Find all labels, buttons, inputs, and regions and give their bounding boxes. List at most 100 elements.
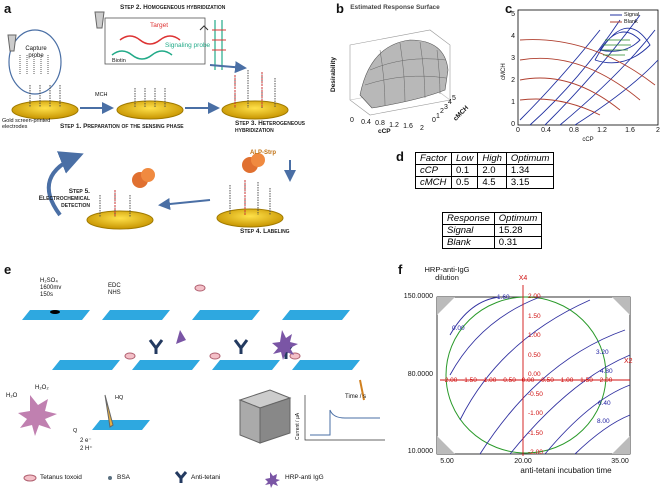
axis-label: anti-tetani incubation time — [520, 466, 612, 475]
panel-f-contours-shape — [445, 296, 607, 454]
panel-b-surface-shape — [364, 41, 447, 106]
panel-label: a — [4, 1, 12, 16]
table-cell: 15.28 — [493, 224, 543, 237]
table-cell: Signal — [442, 224, 495, 237]
panel-a-drawing-shape — [221, 100, 289, 120]
panel-a-drawing-shape — [251, 153, 265, 167]
table-row: cCP 0.1 2.0 1.34 — [415, 164, 555, 177]
table-cell: Low — [450, 152, 479, 165]
coded-y-label: 1.50 — [528, 312, 541, 320]
table-row: Blank 0.31 — [442, 236, 543, 249]
annotation: 150s — [40, 292, 54, 298]
panel-a-drawing-shape — [86, 210, 154, 230]
table-row: Signal 15.28 — [442, 224, 543, 237]
factor-table: Factor Low High Optimum cCP 0.1 2.0 1.34 cMCH 0.5… — [415, 152, 555, 189]
annotation: Signaling probe — [165, 42, 211, 49]
legend-label: HRP-anti IgG — [285, 474, 324, 481]
coded-y-label: 0.00 — [528, 371, 541, 378]
table-cell: 0.1 — [450, 164, 479, 177]
step-label: Step 3. Heterogeneous hybridization — [235, 120, 306, 135]
panel-a-drawing-shape — [104, 17, 206, 65]
legend-label: Signal — [624, 12, 640, 18]
x-tick-label: 20.00 — [514, 458, 532, 465]
panel-e-drawing-shape — [310, 409, 380, 436]
table-row: Response Optimum — [442, 212, 543, 225]
annotation: Biotin — [112, 58, 126, 64]
coded-x-label: -1.00 — [481, 377, 497, 384]
panel-a-drawing-shape — [46, 151, 84, 217]
annotation: MCH — [95, 92, 108, 98]
panel-c-contours-shape — [594, 27, 651, 64]
axis-label: cCP — [582, 137, 594, 143]
coded-x-label: 1.00 — [560, 377, 574, 384]
panel-e-drawing-shape — [22, 310, 350, 320]
panel-e-drawing-shape — [239, 399, 261, 444]
coded-y-label: -1.00 — [528, 410, 543, 417]
coded-x-label: 2.00 — [599, 377, 613, 384]
annotation: ALP-Strp — [250, 150, 276, 156]
axis-label: Current / µA — [295, 412, 301, 440]
annotation: 1600mv — [40, 285, 62, 291]
panel-a-drawing-shape — [212, 29, 226, 51]
x-tick-label: 35.00 — [611, 458, 629, 465]
x-tick-label: 1.2 — [597, 127, 607, 134]
panel-a-drawing-shape — [209, 61, 247, 74]
panel-e-drawing — [18, 284, 385, 488]
coded-y-label: -1.50 — [528, 429, 543, 437]
y-tick-label: 1 — [436, 112, 440, 120]
panel-e-drawing-shape — [148, 339, 294, 359]
panel-e-drawing-shape — [18, 395, 57, 436]
contour-label: 3.20 — [596, 349, 609, 356]
panel-e-drawing-shape — [23, 474, 37, 482]
panel-e-drawing-shape — [265, 472, 280, 488]
panel-a-drawing — [7, 11, 296, 230]
step-label: Step 1. Preparation of the sensing phase — [60, 123, 184, 130]
axis-label: cMCH — [501, 63, 507, 80]
panel-a-drawing-shape — [94, 11, 105, 29]
panel-label: d — [396, 149, 404, 164]
panel-c-contours-shape — [602, 39, 631, 56]
x-tick-label: 2 — [420, 124, 424, 132]
table-row: Factor Low High Optimum — [415, 152, 555, 165]
table-row: cMCH 0.5 4.5 3.15 — [415, 176, 555, 189]
panel-e-drawing-shape — [304, 395, 385, 441]
x-tick-label: 2 — [656, 127, 660, 134]
panel-e-drawing-shape — [174, 471, 188, 483]
legend-label: BSA — [117, 474, 131, 481]
axis-label: cCP — [378, 128, 391, 135]
panel-a-drawing-shape — [141, 168, 155, 182]
panel-c-contours-shape — [519, 14, 659, 126]
y-tick-label: 3 — [444, 103, 448, 111]
y-tick-label: 10.0000 — [407, 448, 433, 455]
y-tick-label: 0 — [432, 117, 436, 124]
x-tick-label: 0.8 — [375, 120, 385, 127]
table-cell: High — [477, 152, 507, 165]
coded-x-label: 1.50 — [580, 377, 593, 384]
x-tick-label: 1.2 — [389, 121, 399, 129]
panel-a-drawing-shape — [7, 34, 17, 52]
annotation: 2 H⁺ — [80, 446, 93, 452]
table-cell: cCP — [415, 164, 452, 177]
annotation: Capture probe — [25, 46, 47, 59]
panel-a-drawing-shape — [214, 20, 223, 70]
axis-label: HRP-anti-IgG dilution — [424, 265, 470, 283]
table-cell: 3.15 — [505, 176, 555, 189]
annotation: Gold screen-printed electrodes — [2, 118, 51, 131]
x-tick-label: 5.00 — [440, 458, 454, 465]
panel-b-surface — [349, 29, 451, 116]
chart-title: Estimated Response Surface — [350, 4, 440, 11]
y-tick-label: 2 — [440, 108, 444, 115]
panel-c-contours — [517, 9, 659, 126]
x-tick-label: 0 — [350, 117, 354, 124]
y-tick-label: 4 — [448, 99, 452, 106]
annotation: Q — [73, 428, 78, 434]
contour-label: 1.60 — [497, 294, 510, 301]
coded-y-label: -2.00 — [528, 449, 543, 456]
panel-f-contours-shape — [436, 296, 631, 455]
panel-e-drawing-shape — [108, 476, 112, 480]
panel-e-drawing-shape — [92, 420, 150, 430]
coded-x-label: -0.50 — [501, 377, 516, 384]
panel-f-contours — [436, 285, 631, 456]
panel-f-contours-shape — [449, 296, 631, 455]
panel-label: f — [398, 262, 403, 277]
